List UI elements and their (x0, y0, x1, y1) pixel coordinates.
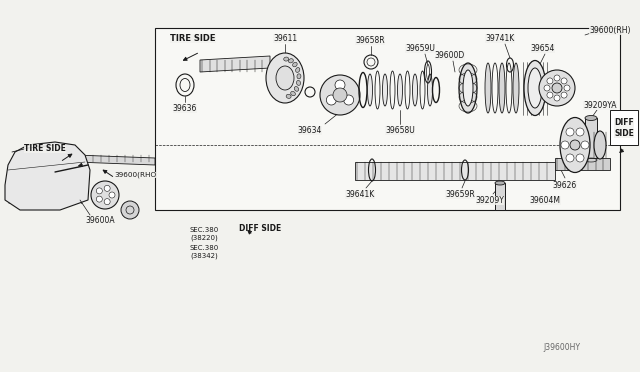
Polygon shape (610, 110, 638, 145)
Ellipse shape (397, 74, 403, 106)
Text: 39611: 39611 (273, 33, 297, 42)
Circle shape (561, 78, 567, 84)
Ellipse shape (413, 74, 417, 106)
Text: 39659U: 39659U (405, 44, 435, 52)
Text: DIFF SIDE: DIFF SIDE (239, 224, 281, 232)
Ellipse shape (284, 57, 289, 61)
Ellipse shape (495, 181, 505, 185)
Circle shape (552, 83, 562, 93)
Ellipse shape (513, 63, 519, 113)
Polygon shape (355, 162, 555, 180)
Text: DIFF
SIDE: DIFF SIDE (614, 118, 634, 138)
Ellipse shape (296, 68, 300, 73)
Text: (38220): (38220) (190, 235, 218, 241)
Circle shape (97, 188, 102, 194)
Text: 39600(RHO: 39600(RHO (114, 172, 156, 178)
Text: 39600A: 39600A (85, 215, 115, 224)
Text: (38342): (38342) (190, 253, 218, 259)
Ellipse shape (286, 94, 291, 98)
Circle shape (326, 95, 337, 105)
Ellipse shape (291, 92, 296, 96)
Circle shape (576, 128, 584, 136)
Ellipse shape (428, 74, 433, 106)
Circle shape (539, 70, 575, 106)
Circle shape (104, 199, 110, 205)
Circle shape (91, 181, 119, 209)
Text: 39636: 39636 (173, 103, 197, 112)
Ellipse shape (585, 115, 597, 121)
Polygon shape (155, 28, 620, 210)
Circle shape (344, 95, 354, 105)
Circle shape (570, 140, 580, 150)
Text: 39658R: 39658R (355, 35, 385, 45)
Ellipse shape (463, 70, 473, 106)
Text: TIRE SIDE: TIRE SIDE (24, 144, 66, 153)
Circle shape (320, 75, 360, 115)
Ellipse shape (367, 74, 372, 106)
Ellipse shape (459, 63, 477, 113)
Ellipse shape (485, 63, 491, 113)
Circle shape (566, 154, 574, 162)
Ellipse shape (297, 74, 301, 79)
Text: TIRE SIDE: TIRE SIDE (170, 33, 216, 42)
Ellipse shape (276, 66, 294, 90)
Text: 39626: 39626 (553, 180, 577, 189)
Text: 39741K: 39741K (485, 33, 515, 42)
Text: 39600(RH): 39600(RH) (589, 26, 631, 35)
Text: 39209Y: 39209Y (476, 196, 504, 205)
Polygon shape (75, 155, 155, 165)
Ellipse shape (594, 131, 606, 159)
Circle shape (547, 78, 553, 84)
Circle shape (581, 141, 589, 149)
Circle shape (554, 95, 560, 101)
Circle shape (109, 192, 115, 198)
Circle shape (561, 141, 569, 149)
Ellipse shape (499, 63, 505, 113)
Text: 39600D: 39600D (435, 51, 465, 60)
Ellipse shape (292, 62, 297, 67)
Text: 39604M: 39604M (529, 196, 561, 205)
Circle shape (566, 128, 574, 136)
Circle shape (561, 92, 567, 98)
Polygon shape (495, 183, 505, 210)
Polygon shape (200, 56, 270, 72)
Ellipse shape (289, 59, 293, 63)
Polygon shape (585, 118, 597, 160)
Ellipse shape (524, 61, 546, 115)
Circle shape (576, 154, 584, 162)
Text: 39641K: 39641K (346, 189, 374, 199)
Ellipse shape (560, 118, 590, 173)
Circle shape (104, 185, 110, 191)
Polygon shape (555, 158, 610, 170)
Circle shape (97, 196, 102, 202)
Ellipse shape (383, 74, 387, 106)
Circle shape (554, 75, 560, 81)
Text: SEC.380: SEC.380 (190, 227, 220, 233)
Text: SEC.380: SEC.380 (190, 245, 220, 251)
Text: 39209YA: 39209YA (583, 100, 617, 109)
Text: 39658U: 39658U (385, 125, 415, 135)
Ellipse shape (294, 87, 299, 91)
Text: 39634: 39634 (298, 125, 322, 135)
Ellipse shape (296, 80, 301, 86)
Polygon shape (5, 142, 90, 210)
Circle shape (564, 85, 570, 91)
Circle shape (335, 80, 345, 90)
Ellipse shape (528, 68, 542, 108)
Ellipse shape (266, 53, 304, 103)
Circle shape (121, 201, 139, 219)
Text: 39654: 39654 (531, 44, 555, 52)
Circle shape (544, 85, 550, 91)
Text: J39600HY: J39600HY (543, 343, 580, 353)
Text: 39659R: 39659R (445, 189, 475, 199)
Circle shape (547, 92, 553, 98)
Circle shape (333, 88, 347, 102)
